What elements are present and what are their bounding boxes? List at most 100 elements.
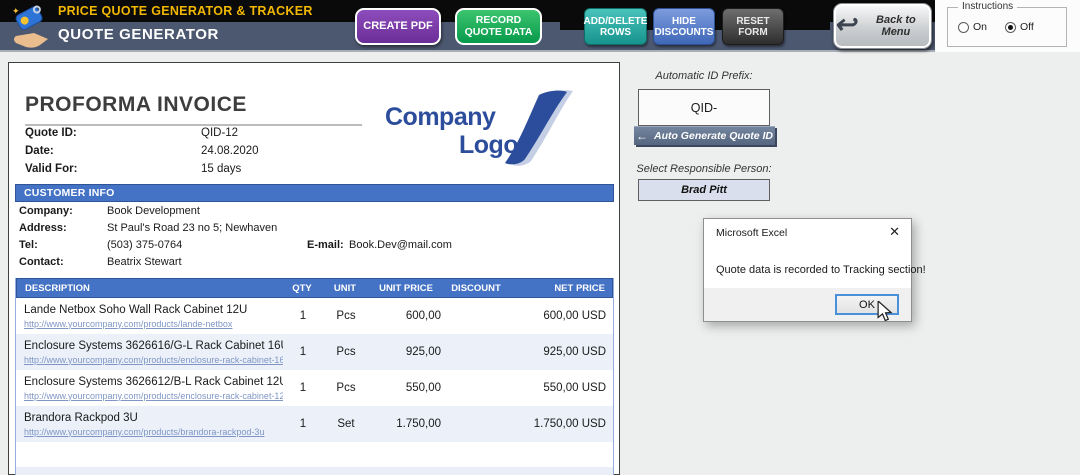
contact-value[interactable]: Beatrix Stewart bbox=[107, 256, 182, 268]
item-unit[interactable]: Pcs bbox=[336, 310, 356, 322]
quote-id-label: Quote ID: bbox=[25, 127, 77, 139]
record-quote-data-button[interactable]: RECORD QUOTE DATA bbox=[455, 8, 542, 45]
item-link[interactable]: http://www.yourcompany.com/products/land… bbox=[24, 318, 233, 329]
table-next-row-strip bbox=[16, 467, 613, 475]
contact-label: Contact: bbox=[19, 256, 64, 268]
id-prefix-input[interactable]: QID- bbox=[638, 89, 770, 126]
tel-value[interactable]: (503) 375-0764 bbox=[107, 239, 183, 251]
instructions-panel: Instructions On Off bbox=[935, 0, 1080, 52]
mouse-cursor-icon bbox=[877, 301, 893, 322]
col-qty: QTY bbox=[292, 282, 312, 294]
instructions-groupbox: Instructions On Off bbox=[947, 1, 1067, 47]
item-net-price: 1.750,00 USD bbox=[533, 418, 606, 430]
item-net-price: 925,00 USD bbox=[543, 346, 606, 358]
item-description: Lande Netbox Soho Wall Rack Cabinet 12U bbox=[24, 304, 248, 317]
create-pdf-button[interactable]: CREATE PDF bbox=[355, 8, 441, 45]
item-unit-price[interactable]: 600,00 bbox=[405, 310, 441, 322]
items-table: DESCRIPTION QTY UNIT UNIT PRICE DISCOUNT… bbox=[15, 278, 614, 475]
left-arrow-icon: ← bbox=[635, 129, 648, 143]
customer-tel-row: Tel: (503) 375-0764 E-mail: Book.Dev@mai… bbox=[19, 239, 609, 251]
item-description: Enclosure Systems 3626616/G-L Rack Cabin… bbox=[24, 340, 283, 353]
col-description: DESCRIPTION bbox=[25, 282, 90, 294]
header-bar: ✦ PRICE QUOTE GENERATOR & TRACKER QUOTE … bbox=[0, 0, 1080, 52]
item-net-price: 550,00 USD bbox=[543, 382, 606, 394]
item-unit-price[interactable]: 550,00 bbox=[405, 382, 441, 394]
email-value[interactable]: Book.Dev@mail.com bbox=[349, 239, 452, 251]
item-description: Brandora Rackpod 3U bbox=[24, 412, 138, 425]
item-unit-price[interactable]: 925,00 bbox=[405, 346, 441, 358]
item-net-price: 600,00 USD bbox=[543, 310, 606, 322]
invoice-title: PROFORMA INVOICE bbox=[25, 93, 247, 116]
radio-circle-icon[interactable] bbox=[958, 21, 969, 33]
table-row[interactable]: Lande Netbox Soho Wall Rack Cabinet 12U … bbox=[16, 298, 613, 334]
auto-generate-label: Auto Generate Quote ID bbox=[653, 130, 773, 142]
logo-swoosh-icon bbox=[505, 90, 573, 166]
dialog-message: Quote data is recorded to Tracking secti… bbox=[716, 264, 926, 276]
item-qty[interactable]: 1 bbox=[299, 346, 307, 358]
title-underline bbox=[25, 124, 362, 126]
customer-company-row: Company: Book Development bbox=[19, 205, 609, 217]
excel-message-dialog: Microsoft Excel ✕ Quote data is recorded… bbox=[703, 218, 926, 322]
instructions-on-radio[interactable]: On bbox=[958, 21, 987, 33]
item-link[interactable]: http://www.yourcompany.com/products/encl… bbox=[24, 390, 283, 401]
company-label: Company: bbox=[19, 205, 73, 217]
valid-for-label: Valid For: bbox=[25, 163, 78, 175]
id-prefix-label: Automatic ID Prefix: bbox=[655, 70, 753, 82]
close-icon[interactable]: ✕ bbox=[889, 224, 900, 239]
col-net-price: NET PRICE bbox=[554, 282, 605, 294]
item-qty[interactable]: 1 bbox=[299, 310, 307, 322]
date-row: Date: 24.08.2020 bbox=[25, 145, 259, 157]
table-row[interactable]: Enclosure Systems 3626612/B-L Rack Cabin… bbox=[16, 370, 613, 406]
back-to-menu-button[interactable]: ↩ Back to Menu bbox=[833, 3, 932, 49]
instructions-label: Instructions bbox=[958, 1, 1018, 12]
dialog-title: Microsoft Excel bbox=[716, 227, 788, 239]
customer-contact-row: Contact: Beatrix Stewart bbox=[19, 256, 609, 268]
email-label: E-mail: bbox=[307, 239, 344, 251]
item-unit[interactable]: Pcs bbox=[336, 382, 356, 394]
customer-info-header: CUSTOMER INFO bbox=[15, 184, 614, 202]
invoice-panel: PROFORMA INVOICE Quote ID: QID-12 Date: … bbox=[8, 62, 620, 475]
reset-form-button[interactable]: RESET FORM bbox=[722, 8, 784, 45]
item-description: Enclosure Systems 3626612/B-L Rack Cabin… bbox=[24, 376, 283, 389]
item-qty[interactable]: 1 bbox=[299, 382, 307, 394]
quote-id-value[interactable]: QID-12 bbox=[201, 127, 239, 139]
quote-id-row: Quote ID: QID-12 bbox=[25, 127, 238, 139]
back-to-menu-label: Back to Menu bbox=[876, 13, 916, 38]
table-header-row: DESCRIPTION QTY UNIT UNIT PRICE DISCOUNT… bbox=[16, 278, 613, 298]
page-title: QUOTE GENERATOR bbox=[58, 26, 219, 43]
item-qty[interactable]: 1 bbox=[299, 418, 307, 430]
company-value[interactable]: Book Development bbox=[107, 205, 200, 217]
back-arrow-icon: ↩ bbox=[834, 9, 856, 39]
responsible-person-dropdown[interactable]: Brad Pitt bbox=[638, 179, 770, 201]
address-value[interactable]: St Paul's Road 23 no 5; Newhaven bbox=[107, 222, 278, 234]
price-tag-hand-icon: ✦ bbox=[8, 2, 54, 55]
col-unit-price: UNIT PRICE bbox=[379, 282, 433, 294]
item-unit[interactable]: Set bbox=[337, 418, 355, 430]
auto-generate-quote-id-button[interactable]: ← Auto Generate Quote ID bbox=[634, 126, 775, 145]
item-link[interactable]: http://www.yourcompany.com/products/encl… bbox=[24, 354, 283, 365]
svg-text:✦: ✦ bbox=[12, 6, 20, 16]
address-label: Address: bbox=[19, 222, 67, 234]
date-value[interactable]: 24.08.2020 bbox=[201, 145, 259, 157]
item-link[interactable]: http://www.yourcompany.com/products/bran… bbox=[24, 426, 265, 437]
item-unit-price[interactable]: 1.750,00 bbox=[396, 418, 441, 430]
valid-for-value[interactable]: 15 days bbox=[201, 163, 242, 175]
valid-for-row: Valid For: 15 days bbox=[25, 163, 241, 175]
company-logo-text1: Company bbox=[385, 103, 496, 131]
table-row[interactable]: Enclosure Systems 3626616/G-L Rack Cabin… bbox=[16, 334, 613, 370]
radio-circle-icon[interactable] bbox=[1005, 21, 1017, 33]
col-unit: UNIT bbox=[333, 282, 357, 294]
dialog-footer: OK bbox=[704, 288, 911, 321]
table-row[interactable]: Brandora Rackpod 3U http://www.yourcompa… bbox=[16, 406, 613, 442]
instructions-on-label: On bbox=[973, 21, 988, 33]
date-label: Date: bbox=[25, 145, 54, 157]
add-delete-rows-button[interactable]: ADD/DELETE ROWS bbox=[584, 8, 647, 45]
instructions-off-radio[interactable]: Off bbox=[1005, 21, 1034, 33]
hide-discounts-button[interactable]: HIDE DISCOUNTS bbox=[653, 8, 715, 45]
responsible-person-label: Select Responsible Person: bbox=[636, 163, 772, 175]
item-unit[interactable]: Pcs bbox=[336, 346, 356, 358]
customer-address-row: Address: St Paul's Road 23 no 5; Newhave… bbox=[19, 222, 609, 234]
app-title: PRICE QUOTE GENERATOR & TRACKER bbox=[58, 4, 313, 18]
instructions-off-label: Off bbox=[1020, 21, 1034, 33]
